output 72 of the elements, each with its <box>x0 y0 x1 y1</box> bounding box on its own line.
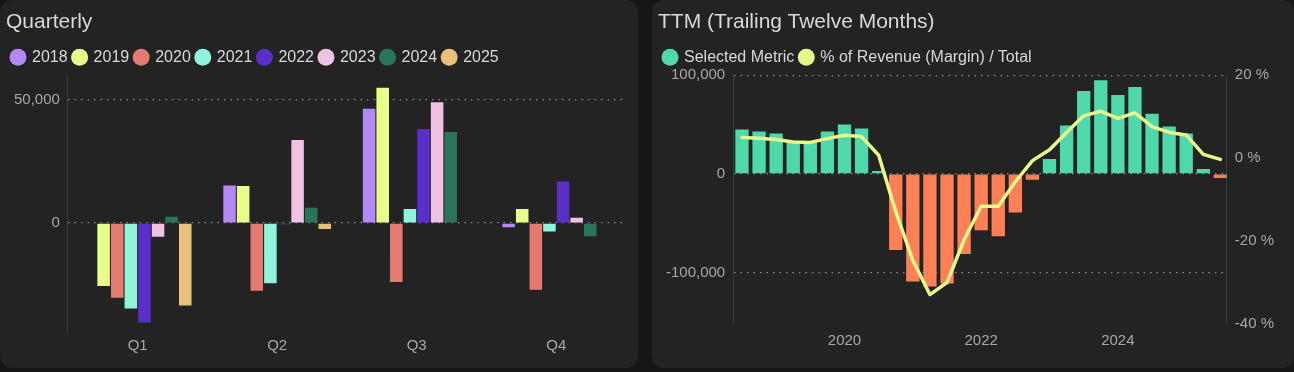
x-tick-label: Q2 <box>267 336 288 354</box>
y2-tick-label: -40 % <box>1234 314 1274 332</box>
bar <box>529 223 543 290</box>
bar <box>1162 126 1176 174</box>
bar <box>403 209 417 223</box>
bar <box>957 174 971 254</box>
y-tick-label: 0 <box>716 164 726 182</box>
y-tick-label: 100,000 <box>670 65 726 83</box>
x-tick-label: Q1 <box>127 336 148 354</box>
bar <box>543 223 556 232</box>
bar <box>769 133 783 174</box>
bar <box>179 223 192 306</box>
bar <box>151 223 165 237</box>
bar <box>837 124 852 174</box>
bar <box>236 186 250 223</box>
bar <box>515 209 529 223</box>
y2-tick-label: 20 % <box>1234 65 1270 83</box>
bar <box>1128 87 1142 174</box>
x-tick-label: 2020 <box>827 331 862 349</box>
x-tick-label: 2024 <box>1101 331 1135 349</box>
bar <box>820 131 835 174</box>
bar <box>1111 94 1125 174</box>
y-tick-label: -100,000 <box>666 262 726 280</box>
legend-label: 2021 <box>216 47 253 65</box>
bar <box>138 223 151 323</box>
bar <box>923 174 937 287</box>
y2-tick-label: -20 % <box>1234 231 1274 249</box>
y2-tick-label: 0 % <box>1234 148 1261 166</box>
bar <box>1077 91 1091 174</box>
legend-label: 2024 <box>401 47 438 65</box>
bar <box>376 87 389 223</box>
bar <box>430 102 444 223</box>
legend-label: 2022 <box>278 47 315 65</box>
bar <box>444 131 457 223</box>
bar <box>583 223 597 237</box>
bar <box>97 223 110 286</box>
bar <box>1145 113 1159 174</box>
bar <box>223 185 236 223</box>
legend-label: Selected Metric <box>684 47 795 65</box>
bar <box>1094 80 1108 174</box>
bar <box>752 131 766 174</box>
x-tick-label: Q3 <box>406 336 427 354</box>
legend-label: 2020 <box>155 47 191 65</box>
x-tick-label: 2022 <box>964 331 998 349</box>
bar <box>1196 168 1210 174</box>
bar <box>318 223 332 229</box>
bar <box>1042 159 1057 174</box>
bar <box>390 223 403 282</box>
legend-label: 2025 <box>463 47 499 65</box>
bar <box>556 181 570 223</box>
legend-label: % of Revenue (Margin) / Total <box>820 47 1032 65</box>
chart-title: Quarterly <box>6 9 93 33</box>
bar <box>735 129 749 174</box>
x-tick-label: Q4 <box>546 336 567 354</box>
bar <box>304 207 318 223</box>
bar <box>940 174 954 284</box>
bar <box>124 223 138 309</box>
bar <box>786 141 800 174</box>
chart-title: TTM (Trailing Twelve Months) <box>658 9 935 33</box>
bar <box>1025 174 1040 180</box>
bar <box>417 128 430 223</box>
y-tick-label: 0 <box>51 213 60 231</box>
bar <box>291 140 304 223</box>
bar <box>250 223 264 291</box>
legend-label: 2018 <box>32 47 68 65</box>
bar <box>906 174 920 282</box>
bar <box>264 223 277 284</box>
legend-label: 2019 <box>93 47 130 65</box>
bar <box>110 223 124 298</box>
bar <box>362 108 376 223</box>
y-tick-label: 50,000 <box>13 89 60 107</box>
legend-label: 2023 <box>339 47 376 65</box>
